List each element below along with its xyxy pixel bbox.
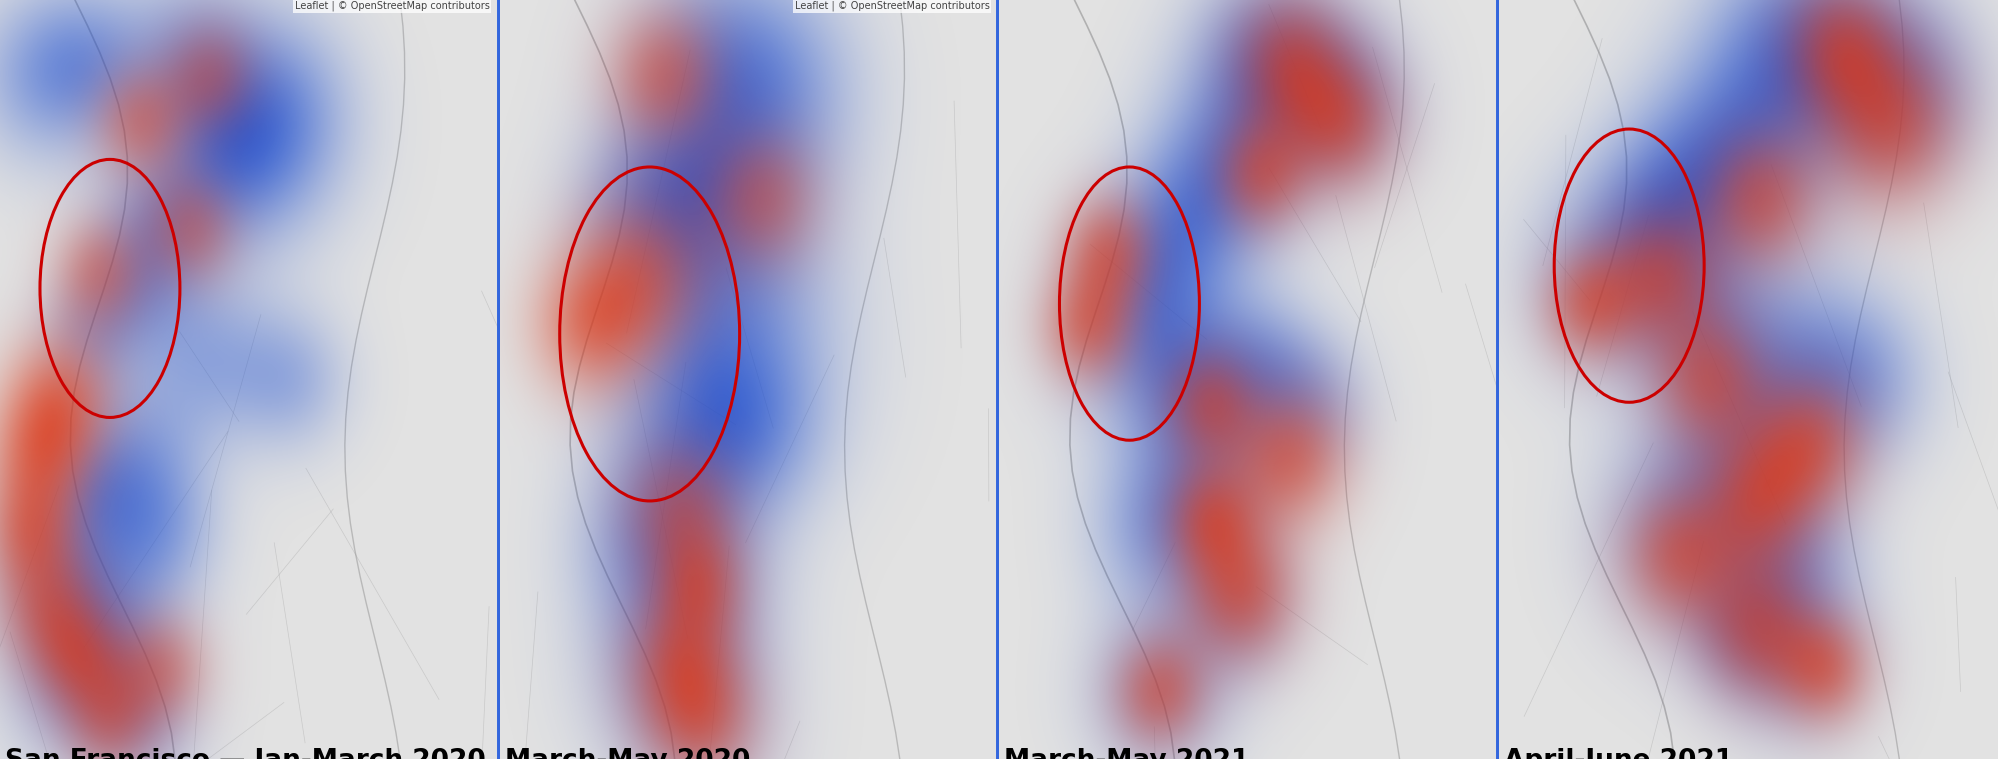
Text: March-May 2021: March-May 2021 <box>1003 748 1249 759</box>
Text: Leaflet | © OpenStreetMap contributors: Leaflet | © OpenStreetMap contributors <box>795 1 989 11</box>
Text: Leaflet | © OpenStreetMap contributors: Leaflet | © OpenStreetMap contributors <box>296 1 490 11</box>
Text: San Francisco — Jan-March 2020: San Francisco — Jan-March 2020 <box>4 748 486 759</box>
Text: April-June 2021: April-June 2021 <box>1502 748 1732 759</box>
Text: March-May 2020: March-May 2020 <box>503 748 749 759</box>
